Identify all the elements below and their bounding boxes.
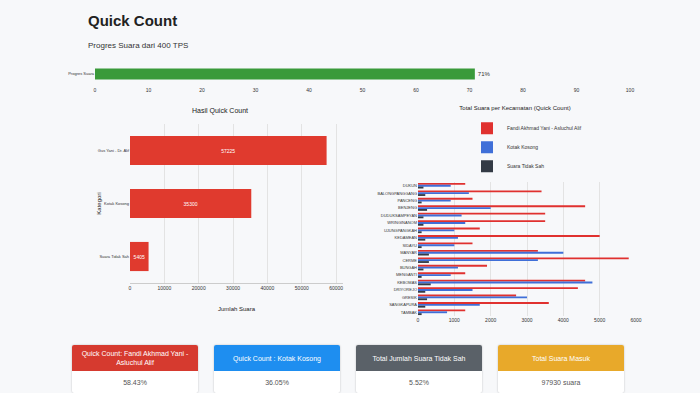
svg-text:60: 60 [413,87,419,93]
svg-text:0: 0 [417,317,420,323]
svg-text:6000: 6000 [630,317,641,323]
svg-text:Fandi Akhmad Yani - Asluchul A: Fandi Akhmad Yani - Asluchul Alif [507,125,582,131]
svg-text:CERME: CERME [403,258,418,263]
html-text:Quick Count: Fandi Akhmad Yani: Quick Count: Fandi Akhmad Yani - Asluchu… [81,350,189,366]
svg-text:60000: 60000 [329,285,343,291]
svg-text:SIDAYU: SIDAYU [402,243,417,248]
html-text:5.52%: 5.52% [409,378,429,386]
svg-text:35300: 35300 [184,201,198,207]
svg-text:DUDUKSAMPEYAN: DUDUKSAMPEYAN [381,213,417,218]
svg-text:Suara Tidak Sah: Suara Tidak Sah [507,163,544,169]
svg-text:WRINGINANOM: WRINGINANOM [387,220,417,225]
svg-text:TAMBAK: TAMBAK [401,310,417,315]
svg-text:Jumlah Suara: Jumlah Suara [218,306,256,312]
svg-text:3000: 3000 [521,317,532,323]
svg-text:Total Suara per Kecamatan (Qui: Total Suara per Kecamatan (Quick Count) [459,105,570,111]
svg-text:KEDAMEAN: KEDAMEAN [395,235,418,240]
html-text:Total Suara Masuk: Total Suara Masuk [532,354,590,362]
html-text:Quick Count : Kotak Kosong: Quick Count : Kotak Kosong [233,354,321,362]
svg-text:0: 0 [94,87,97,93]
html-text:36.05%: 36.05% [265,378,289,386]
svg-text:20000: 20000 [192,285,206,291]
svg-text:Kotak Kosong: Kotak Kosong [104,201,129,206]
svg-text:Hasil Quick Count: Hasil Quick Count [192,107,248,115]
svg-text:30: 30 [253,87,259,93]
svg-text:BUNGAH: BUNGAH [400,265,417,270]
svg-text:4000: 4000 [558,317,569,323]
svg-text:Suara Tidak Sah: Suara Tidak Sah [99,254,129,259]
svg-text:1000: 1000 [449,317,460,323]
svg-text:50000: 50000 [295,285,309,291]
svg-text:DUKUN: DUKUN [403,183,417,188]
svg-text:10: 10 [146,87,152,93]
svg-text:10000: 10000 [157,285,171,291]
svg-text:MENGANTI: MENGANTI [396,272,417,277]
svg-text:71%: 71% [478,71,491,77]
svg-text:BENJENG: BENJENG [398,205,417,210]
svg-text:Progres Suara: Progres Suara [68,71,95,76]
svg-text:UJUNGPANGKAH: UJUNGPANGKAH [384,228,417,233]
svg-text:Kotak Kosong: Kotak Kosong [507,144,538,150]
svg-text:KEBOMAS: KEBOMAS [397,280,417,285]
svg-text:40000: 40000 [260,285,274,291]
svg-text:2000: 2000 [485,317,496,323]
svg-text:5000: 5000 [594,317,605,323]
svg-text:BALONGPANGGANG: BALONGPANGGANG [378,191,418,196]
svg-text:5405: 5405 [134,254,145,260]
svg-text:20: 20 [199,87,205,93]
html-text:97930 suara: 97930 suara [541,378,581,386]
svg-text:DRIYOREJO: DRIYOREJO [394,287,417,292]
svg-text:PANCENG: PANCENG [398,198,417,203]
svg-text:SANGKAPURA: SANGKAPURA [389,302,417,307]
svg-text:Kategori: Kategori [96,192,102,214]
html-text:Quick Count: Quick Count [88,12,178,29]
svg-text:30000: 30000 [226,285,240,291]
svg-text:GRESIK: GRESIK [402,295,417,300]
svg-text:40: 40 [306,87,312,93]
svg-text:70: 70 [467,87,473,93]
svg-text:90: 90 [574,87,580,93]
svg-text:50: 50 [360,87,366,93]
html-text:Total Jumlah Suara Tidak Sah: Total Jumlah Suara Tidak Sah [372,354,466,362]
svg-text:80: 80 [520,87,526,93]
svg-text:MANYAR: MANYAR [400,250,417,255]
svg-text:57225: 57225 [221,148,235,154]
html-text:Progres Suara dari 400 TPS: Progres Suara dari 400 TPS [88,41,189,50]
svg-text:100: 100 [626,87,635,93]
svg-text:Gus Yani - Dr. Alif: Gus Yani - Dr. Alif [98,148,130,153]
svg-text:0: 0 [129,285,132,291]
html-text:58.43%: 58.43% [123,378,147,386]
